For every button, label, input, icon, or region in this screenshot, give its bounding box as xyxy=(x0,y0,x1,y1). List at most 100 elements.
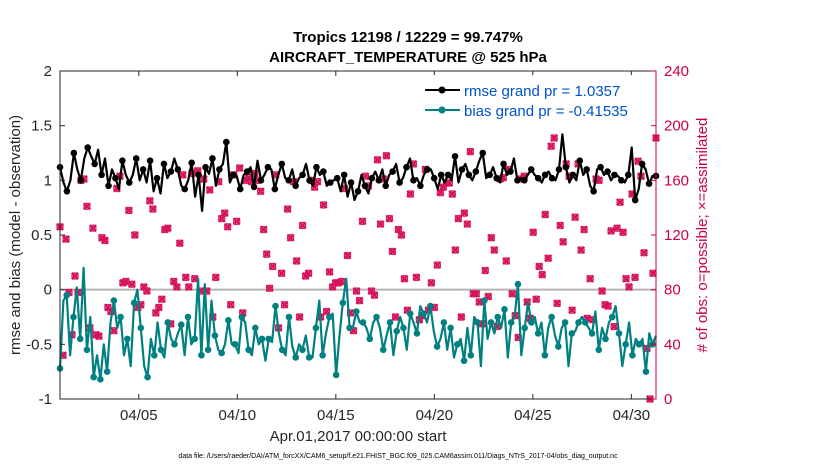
rmse-point xyxy=(306,177,313,184)
y2-tick-label: 40 xyxy=(664,336,681,353)
bias-point xyxy=(413,330,421,337)
obs-possible-marker xyxy=(83,202,91,211)
legend: rmse grand pr = 1.0357 bias grand pr = -… xyxy=(420,75,650,121)
obs-possible-marker xyxy=(607,227,615,235)
obs-possible-marker xyxy=(544,254,552,262)
rmse-point xyxy=(403,163,410,171)
bias-point xyxy=(305,354,313,361)
obs-possible-marker xyxy=(235,164,244,172)
bias-point xyxy=(602,335,609,343)
bias-point xyxy=(225,316,232,324)
rmse-point xyxy=(451,152,459,160)
y-tick-label: 0 xyxy=(44,282,52,299)
bias-point xyxy=(231,341,239,348)
obs-possible-marker xyxy=(343,251,352,260)
chart-title: Tropics 12198 / 12229 = 99.747% xyxy=(293,29,523,46)
rmse-point xyxy=(382,182,390,190)
rmse-point xyxy=(472,168,480,175)
obs-possible-marker xyxy=(89,224,97,232)
rmse-point xyxy=(188,159,195,167)
obs-possible-marker xyxy=(457,313,466,321)
y2-tick-label: 0 xyxy=(664,391,672,408)
y-tick-label: 1 xyxy=(44,172,52,189)
rmse-point xyxy=(257,177,265,184)
rmse-point xyxy=(153,174,161,182)
bias-point xyxy=(103,368,111,375)
obs-possible-marker xyxy=(122,277,130,286)
obs-possible-marker xyxy=(373,156,382,164)
x-tick-label: 04/05 xyxy=(120,407,158,424)
bias-point xyxy=(555,343,562,350)
x-tick-label: 04/10 xyxy=(219,407,257,424)
bias-point xyxy=(474,319,481,326)
obs-possible-marker xyxy=(352,287,361,295)
obs-possible-marker xyxy=(164,224,172,232)
obs-possible-marker xyxy=(454,214,463,223)
bias-point xyxy=(494,313,502,321)
obs-possible-marker xyxy=(280,301,289,309)
rmse-point xyxy=(604,168,611,175)
bias-point xyxy=(528,319,535,326)
obs-possible-marker xyxy=(370,291,379,299)
bias-point xyxy=(400,324,407,332)
obs-possible-marker xyxy=(460,209,469,217)
rmse-point xyxy=(611,171,618,179)
bias-point xyxy=(339,299,347,307)
bias-point xyxy=(144,373,151,381)
x-tick-label: 04/20 xyxy=(416,407,454,424)
rmse-point xyxy=(527,166,535,173)
obs-possible-marker xyxy=(463,220,472,228)
obs-possible-marker xyxy=(445,179,454,187)
bias-point xyxy=(642,368,650,375)
obs-possible-marker xyxy=(610,322,618,331)
obs-possible-marker xyxy=(541,210,549,219)
bias-point xyxy=(373,313,380,321)
rmse-point xyxy=(229,171,237,179)
bias-point xyxy=(211,332,219,339)
rmse-point xyxy=(195,171,202,179)
obs-possible-marker xyxy=(295,313,304,321)
obs-possible-marker xyxy=(619,228,627,236)
obs-possible-marker xyxy=(319,201,328,209)
rmse-point xyxy=(160,160,168,168)
chart-subtitle: AIRCRAFT_TEMPERATURE @ 525 hPa xyxy=(269,49,547,66)
rmse-point xyxy=(493,174,500,182)
obs-possible-marker xyxy=(472,290,481,298)
rmse-point xyxy=(624,171,632,179)
obs-possible-marker xyxy=(466,147,475,156)
rmse-point xyxy=(389,168,396,175)
obs-possible-marker xyxy=(484,292,492,301)
obs-possible-marker xyxy=(313,178,322,186)
y-tick-label: -0.5 xyxy=(26,336,52,353)
obs-possible-marker xyxy=(571,213,579,221)
bias-point xyxy=(312,324,320,332)
obs-possible-marker xyxy=(256,187,265,195)
obs-possible-marker xyxy=(598,287,606,295)
obs-possible-marker xyxy=(568,306,576,314)
obs-possible-marker xyxy=(481,266,489,275)
obs-possible-marker xyxy=(298,221,307,230)
obs-possible-marker xyxy=(631,273,639,282)
rmse-point xyxy=(562,163,570,171)
obs-possible-marker xyxy=(292,257,301,265)
rmse-point xyxy=(618,177,625,184)
rmse-point xyxy=(146,157,154,164)
footnote: data file: /Users/raeder/DAI/ATM_forcXX/… xyxy=(178,453,618,460)
bias-point xyxy=(245,346,252,354)
obs-possible-marker xyxy=(427,279,436,287)
obs-possible-marker xyxy=(529,228,537,236)
rmse-point xyxy=(500,160,507,168)
bias-point xyxy=(278,346,286,354)
rmse-point xyxy=(541,171,549,179)
obs-possible-marker xyxy=(553,299,561,308)
bias-point xyxy=(346,324,353,332)
legend-bias-marker xyxy=(438,106,446,114)
bias-point xyxy=(501,306,508,313)
obs-possible-marker xyxy=(502,257,510,265)
obs-possible-marker xyxy=(385,214,394,223)
rmse-point xyxy=(410,177,417,184)
obs-possible-marker xyxy=(283,205,292,213)
rmse-point xyxy=(375,177,383,184)
y2-tick-label: 240 xyxy=(664,63,689,80)
obs-possible-marker xyxy=(304,269,313,277)
